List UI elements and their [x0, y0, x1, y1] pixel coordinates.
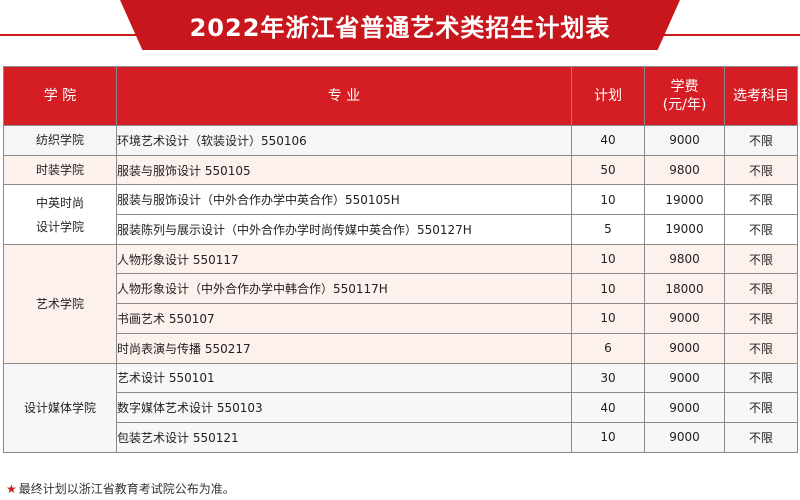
major-cell: 数字媒体艺术设计 550103	[116, 392, 572, 423]
subject-cell: 不限	[724, 214, 798, 245]
footnote-text: 最终计划以浙江省教育考试院公布为准。	[18, 482, 235, 496]
plan-cell: 30	[571, 362, 645, 394]
fee-cell: 9000	[644, 421, 725, 453]
table-row: 包装艺术设计 550121 10 9000 不限	[3, 421, 798, 453]
subject-cell: 不限	[724, 303, 798, 334]
plan-cell: 40	[571, 392, 645, 423]
fee-cell: 9000	[644, 362, 725, 394]
page-title: 2022年浙江省普通艺术类招生计划表	[189, 13, 611, 42]
footnote: ★ 最终计划以浙江省教育考试院公布为准。	[6, 480, 235, 497]
table-row: 时尚表演与传播 550217 6 9000 不限	[3, 332, 798, 364]
fee-cell: 9000	[644, 125, 725, 156]
college-name-line1: 中英时尚	[35, 195, 84, 210]
subject-cell: 不限	[724, 421, 798, 453]
plan-cell: 5	[571, 214, 645, 245]
header-fee-line1: 学费	[670, 79, 699, 95]
plan-cell: 50	[571, 154, 645, 186]
plan-cell: 10	[571, 421, 645, 453]
header-college: 学 院	[3, 66, 117, 126]
subject-cell: 不限	[724, 273, 798, 305]
subject-cell: 不限	[724, 184, 798, 216]
table-row: 中英时尚设计学院 服装与服饰设计（中外合作办学中英合作）550105H 10 1…	[3, 184, 798, 245]
fee-cell: 9800	[644, 154, 725, 186]
major-cell: 服装与服饰设计（中外合作办学中英合作）550105H	[116, 184, 572, 216]
subject-cell: 不限	[724, 392, 798, 423]
major-cell: 书画艺术 550107	[116, 303, 572, 334]
subject-cell: 不限	[724, 125, 798, 156]
major-cell: 艺术设计 550101	[116, 362, 572, 394]
star-icon: ★	[6, 482, 17, 496]
fee-cell: 9000	[644, 332, 725, 364]
college-cell: 纺织学院	[3, 125, 117, 156]
table-row: 纺织学院 环境艺术设计（软装设计）550106 40 9000 不限	[3, 125, 798, 156]
major-cell: 服装与服饰设计 550105	[116, 154, 572, 186]
college-cell: 艺术学院	[3, 243, 117, 364]
fee-cell: 19000	[644, 214, 725, 245]
major-cell: 人物形象设计（中外合作办学中韩合作）550117H	[116, 273, 572, 305]
table-row: 人物形象设计（中外合作办学中韩合作）550117H 10 18000 不限	[3, 273, 798, 305]
header-subject: 选考科目	[724, 66, 798, 126]
fee-cell: 18000	[644, 273, 725, 305]
major-cell: 环境艺术设计（软装设计）550106	[116, 125, 572, 156]
college-cell: 时装学院	[3, 154, 117, 186]
fee-cell: 9000	[644, 392, 725, 423]
subject-cell: 不限	[724, 362, 798, 394]
header-fee: 学费 (元/年)	[644, 66, 725, 126]
plan-cell: 10	[571, 303, 645, 334]
plan-cell: 6	[571, 332, 645, 364]
major-cell: 时尚表演与传播 550217	[116, 332, 572, 364]
table-row: 服装陈列与展示设计（中外合作办学时尚传媒中英合作）550127H 5 19000…	[3, 214, 798, 245]
major-cell: 服装陈列与展示设计（中外合作办学时尚传媒中英合作）550127H	[116, 214, 572, 245]
subject-cell: 不限	[724, 332, 798, 364]
college-name-line2: 设计学院	[35, 219, 84, 234]
plan-cell: 10	[571, 243, 645, 275]
header-fee-line2: (元/年)	[662, 97, 707, 113]
plan-cell: 10	[571, 273, 645, 305]
table-row: 设计媒体学院 艺术设计 550101 30 9000 不限	[3, 362, 798, 453]
major-cell: 包装艺术设计 550121	[116, 421, 572, 453]
plan-cell: 10	[571, 184, 645, 216]
subject-cell: 不限	[724, 154, 798, 186]
fee-cell: 19000	[644, 184, 725, 216]
table-row: 数字媒体艺术设计 550103 40 9000 不限	[3, 392, 798, 423]
fee-cell: 9000	[644, 303, 725, 334]
college-cell: 中英时尚 设计学院	[3, 184, 117, 245]
table-header-row: 学 院 专 业 计划 学费 (元/年) 选考科目	[3, 66, 798, 126]
enrollment-plan-table: 学 院 专 业 计划 学费 (元/年) 选考科目 纺织学院 环境艺术设计（软装设计…	[3, 66, 798, 453]
table-row: 时装学院 服装与服饰设计 550105 50 9800 不限	[3, 154, 798, 186]
plan-cell: 40	[571, 125, 645, 156]
title-banner: 2022年浙江省普通艺术类招生计划表	[0, 0, 800, 52]
subject-cell: 不限	[724, 243, 798, 275]
title-plate: 2022年浙江省普通艺术类招生计划表	[120, 0, 680, 50]
table-row: 艺术学院 人物形象设计 550117 10 9800 不限	[3, 243, 798, 364]
table-row: 书画艺术 550107 10 9000 不限	[3, 303, 798, 334]
college-cell: 设计媒体学院	[3, 362, 117, 453]
header-major: 专 业	[116, 66, 572, 126]
fee-cell: 9800	[644, 243, 725, 275]
major-cell: 人物形象设计 550117	[116, 243, 572, 275]
header-plan: 计划	[571, 66, 645, 126]
